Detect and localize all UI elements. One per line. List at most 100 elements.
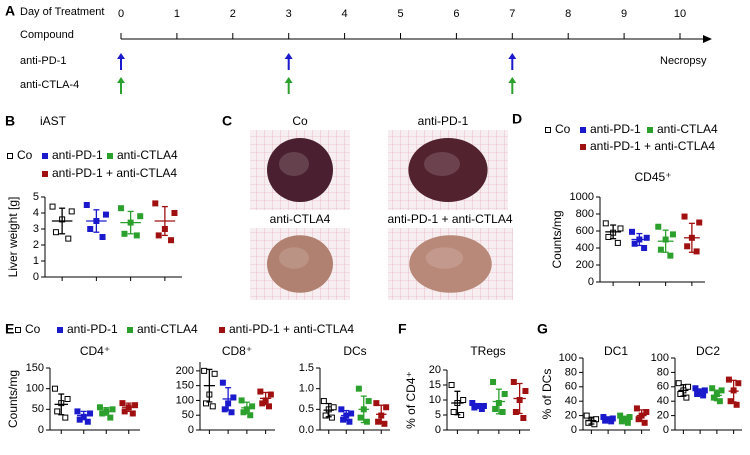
legend-label: Co (25, 322, 41, 336)
y-axis-label: % of DCs (540, 369, 554, 420)
chart-title: CD8⁺ (222, 344, 252, 358)
y-tick-label: 0.0 (299, 424, 314, 436)
data-point (247, 412, 254, 419)
data-point (696, 219, 703, 226)
data-point (520, 415, 527, 421)
day-label: 1 (174, 8, 180, 20)
data-point (365, 398, 372, 405)
y-tick-label: 40 (657, 395, 669, 407)
data-point (460, 397, 467, 403)
data-point (692, 385, 699, 392)
y-axis-label: Counts/mg (6, 370, 20, 428)
data-point (84, 418, 91, 425)
y-axis-label: Counts/mg (550, 210, 564, 268)
data-point (629, 228, 636, 235)
liver (408, 138, 488, 202)
data-point (733, 401, 740, 408)
data-point (64, 396, 71, 402)
photo-label: Co (292, 114, 308, 128)
photo-label: anti-PD-1 + anti-CTLA4 (387, 212, 512, 226)
data-point (259, 400, 266, 407)
data-point (641, 245, 648, 251)
panel-letter: D (512, 111, 522, 127)
legend-label: anti-PD-1 + anti-CTLA4 (229, 322, 354, 336)
panel-letter: A (5, 3, 15, 19)
chart-title: CD45⁺ (634, 170, 671, 184)
chart-title: DCs (343, 344, 366, 358)
data-point (121, 230, 128, 237)
data-point (96, 404, 103, 411)
y-tick-label: 0 (435, 424, 441, 436)
legend-label: anti-CTLA4 (117, 148, 178, 162)
y-tick-label: 50 (32, 403, 44, 415)
data-point (735, 380, 742, 387)
data-point (320, 398, 327, 405)
legend-label: anti-PD-1 + anti-CTLA4 (590, 139, 715, 153)
y-tick-label: 0 (188, 424, 194, 436)
data-point (257, 388, 264, 395)
data-point (373, 400, 380, 407)
y-tick-label: 0 (663, 424, 669, 436)
legend-label: anti-PD-1 + anti-CTLA4 (52, 166, 177, 180)
y-tick-label: 200 (576, 259, 594, 271)
liver-highlight (425, 247, 464, 269)
data-point (501, 391, 508, 397)
panel-letter: C (222, 113, 232, 129)
row-label: anti-CTLA-4 (20, 79, 79, 91)
data-point (119, 400, 126, 407)
liver-highlight (279, 152, 309, 176)
y-tick-label: 0 (38, 424, 44, 436)
data-point (725, 376, 732, 383)
data-point (54, 408, 61, 415)
data-point (363, 418, 370, 425)
data-point (266, 403, 272, 410)
chart-title: iAST (40, 114, 67, 128)
data-point (152, 200, 159, 207)
legend-label: anti-PD-1 (52, 148, 103, 162)
data-point (605, 233, 612, 240)
data-point (267, 391, 274, 398)
data-point (240, 409, 247, 416)
data-point (171, 210, 178, 216)
legend-marker (127, 327, 133, 333)
y-tick-label: 80 (565, 366, 577, 378)
y-tick-label: 1 (33, 255, 39, 267)
legend-marker (580, 127, 586, 133)
dose-arrowhead (284, 53, 293, 59)
data-point (107, 414, 114, 421)
y-tick-label: 0.5 (299, 403, 314, 415)
row-label: anti-PD-1 (20, 55, 66, 67)
data-point (137, 213, 144, 220)
data-point (683, 394, 690, 401)
timeline-title: Day of Treatment (20, 6, 104, 18)
data-point (155, 232, 162, 239)
y-tick-label: 600 (576, 225, 594, 237)
y-tick-label: 150 (26, 362, 44, 374)
day-label: 10 (674, 8, 686, 20)
y-axis-label: % of CD4⁺ (404, 371, 418, 429)
necropsy-label: Necropsy (660, 55, 707, 67)
data-point (512, 409, 519, 415)
data-point (118, 205, 125, 212)
data-point (655, 223, 662, 230)
legend-marker (580, 144, 586, 150)
data-point (471, 404, 478, 411)
y-tick-label: 0 (571, 424, 577, 436)
data-point (346, 418, 353, 425)
liver (267, 138, 333, 202)
data-point (129, 410, 136, 417)
y-tick-label: 20 (429, 364, 441, 376)
data-point (602, 220, 609, 227)
data-point (643, 234, 650, 241)
day-label: 9 (621, 8, 627, 20)
panel-letter: G (537, 321, 548, 337)
y-tick-label: 60 (565, 381, 577, 393)
legend-marker (15, 327, 21, 333)
data-point (657, 246, 664, 253)
y-tick-label: 100 (176, 394, 194, 406)
data-point (83, 202, 90, 208)
legend-label: Co (555, 122, 571, 136)
timeline-arrowhead (703, 35, 712, 43)
day-label: 5 (397, 8, 403, 20)
dose-arrowhead (117, 77, 125, 83)
